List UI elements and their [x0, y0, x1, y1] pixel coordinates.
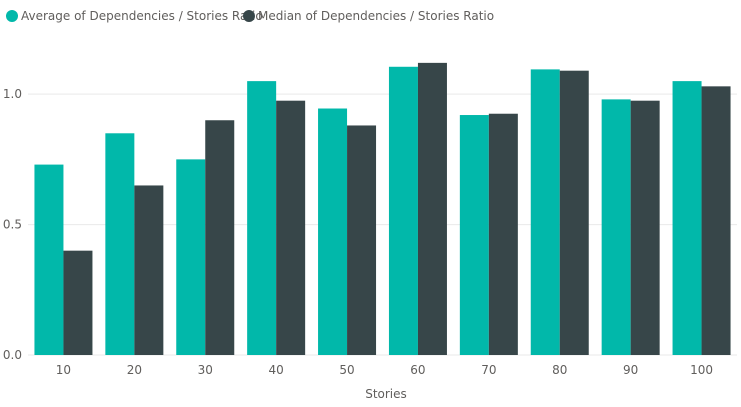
- bar-average[interactable]: [34, 164, 64, 355]
- bar-average[interactable]: [105, 133, 135, 355]
- x-tick-label: 20: [127, 363, 142, 377]
- x-tick-label: 90: [623, 363, 638, 377]
- x-axis: 10 20 30 40 50 60 70 80 90 100: [56, 363, 713, 377]
- x-tick-label: 30: [198, 363, 213, 377]
- bar-median[interactable]: [559, 70, 589, 356]
- x-axis-title: Stories: [365, 387, 407, 401]
- bar-average[interactable]: [601, 99, 631, 355]
- x-tick-label: 100: [690, 363, 713, 377]
- legend-label-median: Median of Dependencies / Stories Ratio: [258, 9, 494, 23]
- bar-average[interactable]: [388, 66, 418, 355]
- x-tick-label: 40: [269, 363, 284, 377]
- x-tick-label: 70: [481, 363, 496, 377]
- bar-median[interactable]: [134, 185, 164, 355]
- y-tick-label: 1.0: [3, 87, 22, 101]
- bars: [34, 62, 731, 356]
- legend-marker-average: [6, 10, 18, 22]
- legend-marker-median: [243, 10, 255, 22]
- legend-label-average: Average of Dependencies / Stories Ratio: [21, 9, 263, 23]
- bar-average[interactable]: [459, 115, 489, 356]
- y-tick-label: 0.5: [3, 218, 22, 232]
- x-tick-label: 50: [339, 363, 354, 377]
- bar-median[interactable]: [63, 250, 93, 355]
- bar-median[interactable]: [205, 120, 235, 355]
- legend: Average of Dependencies / Stories Ratio …: [6, 9, 494, 23]
- bar-average[interactable]: [247, 81, 277, 355]
- bar-median[interactable]: [701, 86, 731, 355]
- bar-average[interactable]: [318, 108, 348, 355]
- bar-median[interactable]: [347, 125, 377, 355]
- bar-median[interactable]: [488, 113, 518, 356]
- bar-median[interactable]: [630, 100, 660, 355]
- y-axis: 0.0 0.5 1.0: [3, 87, 22, 362]
- x-tick-label: 80: [552, 363, 567, 377]
- bar-average[interactable]: [530, 69, 560, 355]
- x-tick-label: 60: [410, 363, 425, 377]
- bar-median[interactable]: [276, 100, 306, 355]
- bar-average[interactable]: [672, 81, 702, 355]
- bar-median[interactable]: [417, 62, 447, 355]
- y-tick-label: 0.0: [3, 348, 22, 362]
- bar-average[interactable]: [176, 159, 206, 355]
- x-tick-label: 10: [56, 363, 71, 377]
